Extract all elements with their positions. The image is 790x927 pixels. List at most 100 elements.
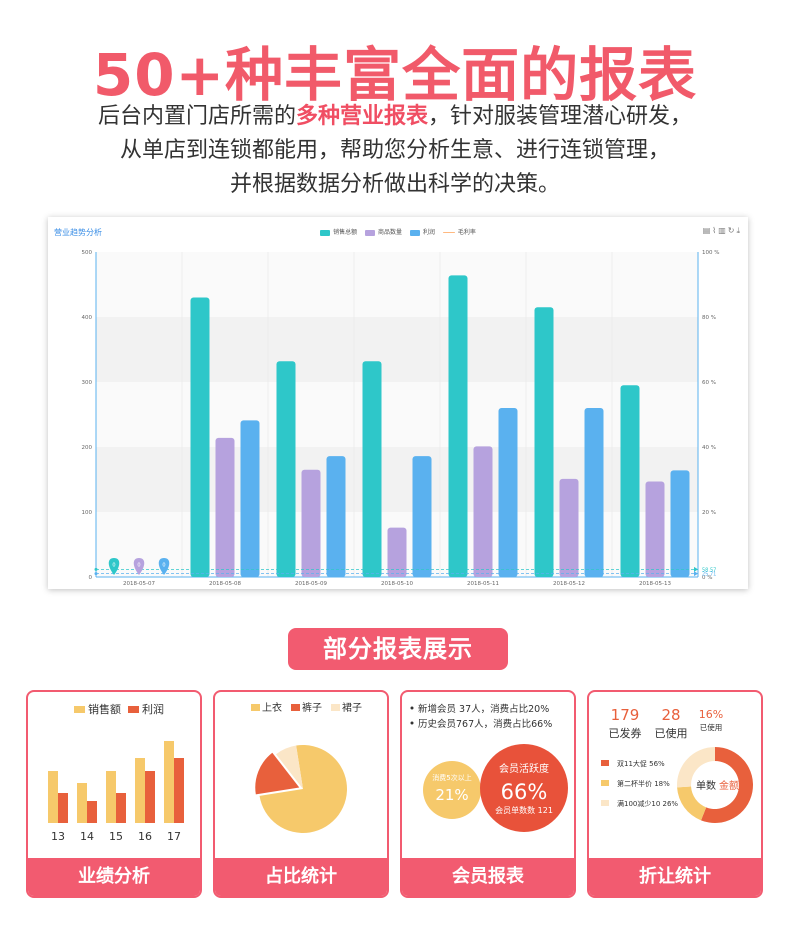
legend-item-profit[interactable]: 利润: [409, 227, 435, 236]
big-circle-value: 66%: [501, 780, 548, 804]
big-circle-caption: 会员活跃度: [499, 762, 549, 775]
data-view-icon[interactable]: ▤: [702, 226, 713, 235]
y-tick-label: 500: [82, 250, 93, 256]
card-member-label: 会员报表: [402, 858, 574, 896]
x-tick-label: 16: [138, 830, 152, 843]
x-tick-label: 13: [51, 830, 65, 843]
bar-quantity: [301, 469, 321, 577]
pin-marker-label: 0: [137, 563, 140, 569]
donut-slice-double11: [701, 747, 753, 823]
pin-marker: [158, 558, 170, 575]
bar-sales: [164, 741, 174, 823]
y2-tick-label: 60 %: [702, 380, 716, 386]
intro-highlight: 多种营业报表: [295, 104, 428, 129]
card-performance-chart: 销售额 利润 13 14 15 16 17: [48, 702, 184, 843]
reference-line-start: [94, 572, 98, 576]
grid-band: [96, 317, 698, 382]
bar-sales: [190, 297, 210, 577]
legend-swatch-margin: [442, 232, 455, 233]
y2-tick-label: 100 %: [702, 250, 719, 256]
stat-used-label: 已使用: [655, 727, 688, 740]
bar-profit: [240, 420, 260, 577]
bar-sales: [135, 758, 145, 823]
pin-marker-label: 0: [162, 563, 165, 569]
y-tick-label: 400: [82, 315, 93, 321]
y-tick-label: 0: [89, 575, 93, 581]
x-tick-label: 2018-05-11: [467, 581, 499, 587]
y2-tick-label: 80 %: [702, 315, 716, 321]
page-title: 50+种丰富全面的报表: [92, 41, 698, 109]
y-tick-label: 200: [82, 445, 93, 451]
grid-band: [96, 382, 698, 447]
big-circle-note: 会员单数数 121: [495, 805, 553, 815]
bar-profit: [670, 470, 690, 577]
reference-line-label: 58.57: [702, 567, 716, 573]
chart-legend: 销售总额 商品数量 利润 毛利率: [48, 227, 748, 236]
legend-label: 裤子: [302, 701, 322, 714]
intro-line-1: 后台内置门店所需的多种营业报表，针对服装管理潜心研发，: [0, 100, 790, 134]
line-chart-icon[interactable]: ⌇: [712, 226, 719, 235]
pin-marker-label: 0: [112, 563, 115, 569]
legend-label: 第二杯半价 18%: [617, 779, 670, 788]
bar-sales: [448, 275, 468, 577]
bar-profit: [145, 771, 155, 823]
card-proportion[interactable]: 上衣 裤子 裙子 占比统计: [213, 690, 389, 898]
section-title: 部分报表展示: [288, 628, 508, 670]
legend-swatch: [291, 704, 300, 711]
intro-line-3: 并根据数据分析做出科学的决策。: [229, 172, 560, 197]
download-icon[interactable]: ⤓: [736, 226, 742, 235]
legend-label: 满100减少10 26%: [617, 799, 678, 808]
donut-center-label-b: 金额: [719, 779, 739, 792]
donut-slice-minus10: [677, 747, 715, 788]
intro-text: 后台内置门店所需的多种营业报表，针对服装管理潜心研发， 从单店到连锁都能用，帮助…: [0, 100, 790, 202]
legend-swatch: [601, 800, 609, 806]
bar-profit: [412, 456, 432, 577]
small-circle-caption: 消费5次以上: [432, 773, 471, 782]
x-tick-label: 2018-05-10: [381, 581, 413, 587]
x-tick-label: 15: [109, 830, 123, 843]
card-performance[interactable]: 销售额 利润 13 14 15 16 17 业绩分析: [26, 690, 202, 898]
x-tick-label: 14: [80, 830, 94, 843]
bar-quantity: [559, 478, 579, 577]
legend-item-quantity[interactable]: 商品数量: [365, 227, 402, 236]
refresh-icon[interactable]: ↻: [727, 226, 737, 235]
donut-center-label-a: 单数: [696, 779, 716, 792]
sales-trend-chart-panel: 0 100 200 300 400 500 0 % 20 % 40 % 60 % 80 % 100 %…: [48, 217, 748, 589]
legend-swatch-sales: [74, 706, 85, 713]
card-member-chart: 新增会员 37人，消费占比20% 历史会员767人，消费占比66% 消费5次以上 21…: [410, 703, 568, 832]
card-member[interactable]: 新增会员 37人，消费占比20% 历史会员767人，消费占比66% 消费5次以上 21…: [400, 690, 576, 898]
bar-chart-icon[interactable]: ▥: [718, 226, 728, 235]
pie-slice-skirt: [276, 745, 303, 789]
legend-label: 裙子: [342, 701, 362, 714]
bar-profit: [87, 801, 97, 823]
bar-sales: [106, 771, 116, 823]
legend-swatch: [331, 704, 340, 711]
grid-band: [96, 447, 698, 512]
pie-slice-pants: [255, 752, 300, 795]
legend-label: 双11大促 56%: [617, 759, 665, 768]
bar-profit: [116, 793, 126, 823]
legend-item-sales[interactable]: 销售总额: [320, 227, 357, 236]
pie-slice-top: [259, 745, 347, 833]
card-discount-body: 179 已发券 28 已使用 16% 已使用 双11大促 56% 第二杯半价 18% 满100减…: [589, 692, 761, 860]
legend-item-margin[interactable]: 毛利率: [442, 227, 476, 236]
pin-marker: [133, 558, 145, 575]
bar-quantity: [645, 481, 665, 577]
reference-line-start: [94, 567, 98, 571]
card-performance-label: 业绩分析: [28, 858, 200, 896]
card-proportion-chart: 上衣 裤子 裙子: [251, 701, 362, 833]
legend-label: 上衣: [262, 701, 282, 714]
stat-issued-label: 已发券: [609, 726, 642, 740]
bar-profit: [326, 456, 346, 577]
legend-swatch: [601, 760, 609, 766]
pin-marker: [108, 558, 120, 575]
stat-issued-value: 179: [611, 706, 640, 724]
legend-swatch: [251, 704, 260, 711]
x-tick-label: 2018-05-12: [553, 581, 585, 587]
legend-swatch: [601, 780, 609, 786]
stat-rate-label: 已使用: [700, 722, 723, 732]
grid-band: [96, 252, 698, 317]
reference-line-arrow: [694, 571, 698, 577]
card-discount[interactable]: 179 已发券 28 已使用 16% 已使用 双11大促 56% 第二杯半价 18% 满100减…: [587, 690, 763, 898]
